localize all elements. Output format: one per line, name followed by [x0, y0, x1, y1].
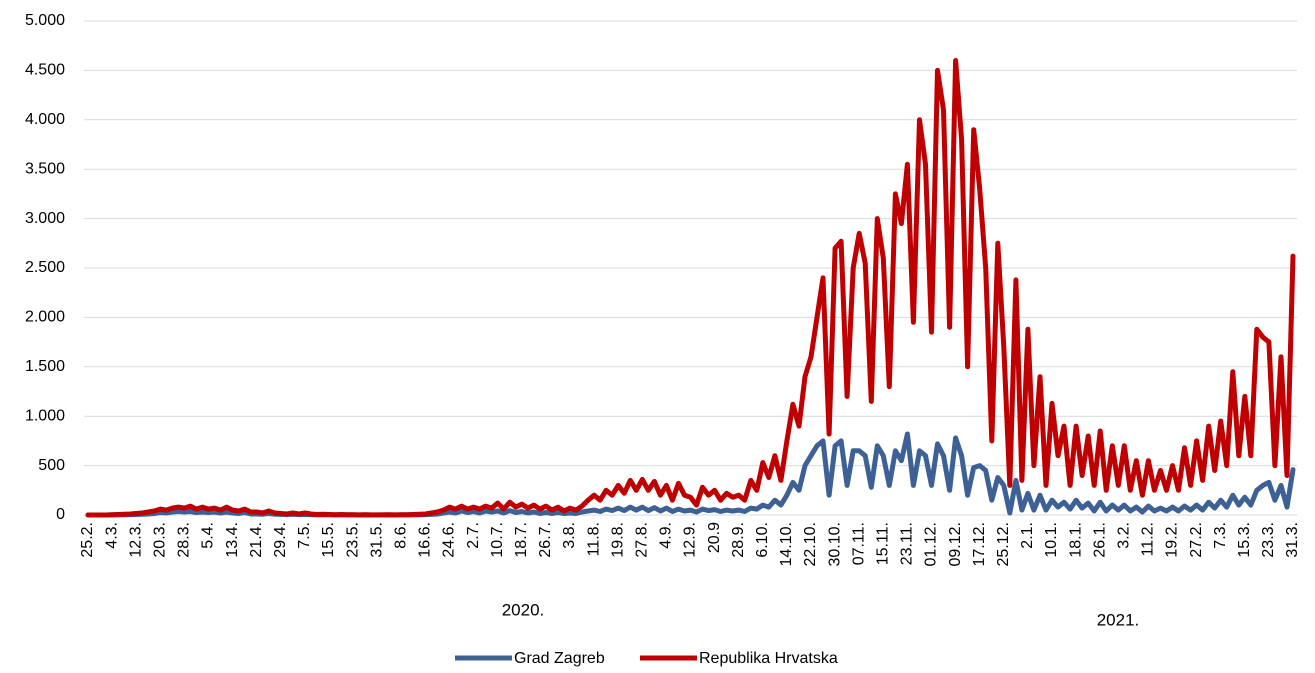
x-tick-label: 27.2.	[1188, 522, 1205, 558]
x-tick-label: 4.9.	[658, 522, 675, 549]
x-tick-label: 19.2.	[1164, 522, 1181, 558]
x-tick-label: 4.3.	[103, 522, 120, 549]
x-tick-label: 31.3.	[1284, 522, 1301, 558]
x-tick-label: 27.8.	[634, 522, 651, 558]
x-tick-label: 09.12.	[947, 522, 964, 566]
x-tick-label: 18.7.	[513, 522, 530, 558]
y-tick-label: 1.000	[25, 407, 65, 424]
x-tick-label: 01.12.	[923, 522, 940, 566]
x-tick-label: 28.9.	[730, 522, 747, 558]
x-tick-label: 24.6.	[441, 522, 458, 558]
y-tick-label: 500	[38, 457, 65, 474]
x-tick-label: 28.3.	[176, 522, 193, 558]
legend-label: Republika Hrvatska	[699, 650, 838, 667]
x-tick-label: 12.9.	[682, 522, 699, 558]
x-tick-label: 18.1.	[1067, 522, 1084, 558]
y-tick-label: 2.000	[25, 309, 65, 326]
x-tick-label: 6.10.	[754, 522, 771, 558]
y-tick-label: 4.500	[25, 62, 65, 79]
x-tick-label: 2.7.	[465, 522, 482, 549]
x-tick-label: 30.10.	[826, 522, 843, 566]
x-tick-label: 17.12.	[971, 522, 988, 566]
x-tick-label: 15.3.	[1236, 522, 1253, 558]
x-tick-label: 07.11.	[850, 522, 867, 565]
x-tick-label: 15.11.	[875, 522, 892, 565]
x-tick-label: 21.4.	[248, 522, 265, 558]
x-tick-label: 11.2.	[1140, 522, 1157, 556]
x-tick-label: 19.8.	[609, 522, 626, 558]
x-tick-label: 25.12.	[995, 522, 1012, 566]
x-tick-label: 16.6.	[417, 522, 434, 558]
y-tick-label: 0	[56, 506, 65, 523]
y-tick-label: 5.000	[25, 12, 65, 29]
x-tick-label: 10.7.	[489, 522, 506, 558]
x-tick-label: 8.6.	[393, 522, 410, 549]
x-tick-label: 13.4.	[224, 522, 241, 558]
x-tick-label: 5.4.	[200, 522, 217, 549]
y-tick-label: 3.000	[25, 210, 65, 227]
x-tick-label: 7.5.	[296, 522, 313, 549]
x-tick-label: 12.3.	[127, 522, 144, 558]
x-tick-label: 15.5.	[320, 522, 337, 558]
x-tick-label: 14.10.	[778, 522, 795, 566]
year-label: 2021.	[1097, 610, 1140, 629]
x-tick-label: 11.8.	[585, 522, 602, 556]
x-tick-label: 23.5.	[344, 522, 361, 558]
x-tick-label: 2.1.	[1019, 522, 1036, 549]
x-tick-label: 20.9	[706, 522, 723, 553]
x-tick-label: 22.10.	[802, 522, 819, 566]
x-tick-label: 7.3.	[1212, 522, 1229, 549]
x-tick-label: 3.2.	[1116, 522, 1133, 549]
data-line	[85, 58, 1296, 518]
y-tick-label: 3.500	[25, 160, 65, 177]
x-tick-label: 3.8.	[561, 522, 578, 549]
x-tick-label: 23.11.	[899, 522, 916, 565]
x-tick-label: 20.3.	[152, 522, 169, 558]
x-tick-label: 25.2.	[79, 522, 96, 558]
year-label: 2020.	[502, 600, 545, 619]
y-tick-label: 1.500	[25, 358, 65, 375]
x-tick-label: 29.4.	[272, 522, 289, 558]
legend-label: Grad Zagreb	[514, 650, 605, 667]
y-tick-label: 4.000	[25, 111, 65, 128]
x-tick-label: 10.1.	[1043, 522, 1060, 558]
x-tick-label: 26.1.	[1091, 522, 1108, 558]
x-tick-label: 26.7.	[537, 522, 554, 558]
x-tick-label: 31.5.	[368, 522, 385, 558]
y-tick-label: 2.500	[25, 259, 65, 276]
x-tick-label: 23.3.	[1260, 522, 1277, 558]
